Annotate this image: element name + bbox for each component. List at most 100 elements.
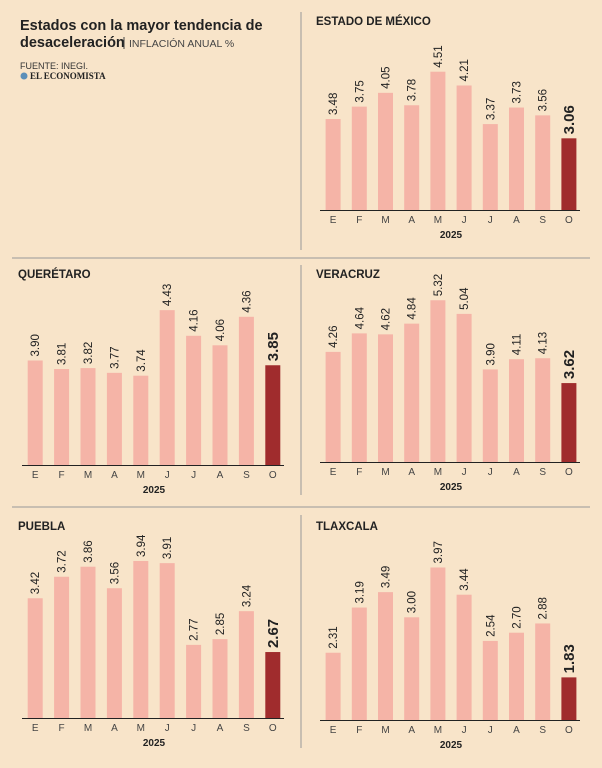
x-tick-label: E: [32, 723, 39, 734]
x-tick-label: E: [330, 467, 337, 478]
bar: [186, 335, 202, 465]
data-label: 3.42: [30, 572, 42, 594]
bar: [212, 345, 228, 465]
bar: [509, 359, 524, 462]
header-title: desaceleración: [20, 35, 125, 51]
x-tick-label: J: [462, 215, 467, 226]
data-label: 3.19: [354, 581, 366, 603]
x-tick-label: M: [434, 467, 442, 478]
data-label: 3.97: [433, 541, 445, 563]
x-tick-label: A: [217, 470, 224, 481]
data-label: 5.32: [433, 274, 445, 296]
x-tick-label: S: [243, 723, 250, 734]
x-tick-label: E: [330, 215, 337, 226]
data-label: 3.90: [485, 343, 497, 365]
x-tick-label: M: [137, 723, 145, 734]
bar: [430, 300, 446, 462]
bar: [430, 71, 446, 211]
x-tick-label: J: [191, 723, 196, 734]
panel-title: VERACRUZ: [316, 269, 380, 281]
bar: [54, 369, 70, 465]
bar: [325, 119, 341, 210]
data-label: 3.86: [83, 540, 95, 562]
x-tick-label: J: [488, 725, 493, 736]
x-tick-label: A: [111, 723, 118, 734]
bar: [238, 316, 254, 465]
charts: ESTADO DE MÉXICO 3.48 E 3.75 F 4.05 M 3.78 A 4.51…: [18, 15, 580, 751]
header-title: Estados con la mayor tendencia de: [20, 18, 263, 34]
data-label: 4.43: [162, 284, 174, 306]
data-label: 2.88: [538, 597, 550, 619]
bar: [456, 85, 472, 210]
data-label: 4.21: [459, 59, 471, 81]
bar: [535, 358, 551, 462]
data-label: 2.67: [265, 619, 282, 648]
data-label: 3.81: [57, 343, 69, 365]
data-label: 4.51: [433, 45, 445, 67]
data-label: 3.78: [407, 79, 419, 101]
data-label: 2.54: [485, 614, 497, 637]
bar: [159, 310, 175, 465]
data-label: 3.37: [485, 98, 497, 120]
data-label: 2.77: [189, 618, 201, 640]
bar: [351, 333, 367, 462]
data-label: 3.00: [407, 591, 419, 613]
x-tick-label: J: [488, 215, 493, 226]
x-tick-label: M: [381, 467, 389, 478]
bar: [561, 383, 577, 462]
panel-title: TLAXCALA: [316, 521, 378, 533]
bar: [351, 106, 367, 210]
data-label: 3.72: [57, 550, 69, 572]
data-label: 3.48: [328, 93, 340, 115]
bar: [509, 632, 524, 720]
panel-title: PUEBLA: [18, 521, 65, 533]
data-label: 3.77: [109, 346, 121, 368]
x-tick-label: E: [32, 470, 39, 481]
bar: [404, 105, 420, 210]
bar: [378, 592, 393, 720]
x-tick-label: J: [165, 723, 170, 734]
data-label: 4.05: [381, 66, 393, 88]
data-label: 3.44: [459, 568, 471, 591]
x-tick-label: A: [408, 215, 415, 226]
data-label: 3.06: [561, 105, 578, 134]
bar: [325, 652, 341, 720]
data-label: 3.90: [30, 334, 42, 356]
x-tick-label: S: [539, 215, 546, 226]
bar: [561, 138, 577, 210]
panel-title: QUERÉTARO: [18, 268, 91, 281]
x-tick-label: A: [217, 723, 224, 734]
x-axis-label: 2025: [440, 482, 463, 493]
data-label: 3.73: [512, 81, 524, 103]
x-tick-label: F: [59, 470, 65, 481]
data-label: 3.91: [162, 537, 174, 559]
data-label: 3.82: [83, 342, 95, 364]
bar: [80, 566, 96, 718]
bar: [265, 652, 281, 718]
bar: [265, 365, 281, 465]
bar: [456, 594, 472, 720]
data-label: 3.62: [561, 350, 578, 379]
bar: [404, 323, 420, 462]
bar: [27, 360, 43, 465]
brand: EL ECONOMISTA: [30, 71, 106, 81]
x-tick-label: F: [356, 467, 362, 478]
data-label: 3.74: [136, 349, 148, 372]
x-tick-label: S: [539, 467, 546, 478]
x-tick-label: A: [513, 725, 520, 736]
x-tick-label: S: [539, 725, 546, 736]
data-label: 3.94: [136, 534, 148, 557]
data-label: 4.62: [381, 308, 393, 330]
x-tick-label: J: [191, 470, 196, 481]
bar: [561, 677, 577, 720]
x-tick-label: F: [59, 723, 65, 734]
x-tick-label: M: [381, 215, 389, 226]
brand-icon: [20, 72, 28, 80]
x-tick-label: O: [565, 215, 573, 226]
bar: [325, 351, 341, 462]
x-tick-label: J: [462, 725, 467, 736]
x-tick-label: O: [269, 723, 277, 734]
x-tick-label: O: [565, 467, 573, 478]
data-label: 4.26: [328, 326, 340, 348]
